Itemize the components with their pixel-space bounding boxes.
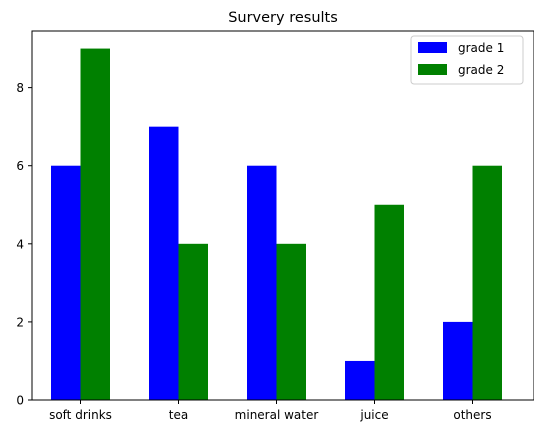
bar-grade-2-others <box>472 165 502 400</box>
x-tick-label-others: others <box>453 408 491 422</box>
x-tick-label-juice: juice <box>359 408 388 422</box>
x-tick-label-mineral-water: mineral water <box>235 408 319 422</box>
x-tick-label-soft-drinks: soft drinks <box>49 408 112 422</box>
x-tick-label-tea: tea <box>169 408 188 422</box>
chart-title: Survery results <box>228 10 338 26</box>
y-tick-label-2: 2 <box>16 315 24 329</box>
legend-swatch-grade-1 <box>418 42 447 53</box>
y-tick-label-4: 4 <box>16 237 24 251</box>
legend-label-grade-2: grade 2 <box>458 63 504 77</box>
bars-layer <box>51 48 502 401</box>
plot-frame <box>31 30 534 401</box>
bar-grade-1-tea <box>149 126 179 401</box>
legend: grade 1 grade 2 <box>410 35 524 85</box>
bar-grade-1-juice <box>345 360 375 400</box>
bar-grade-2-tea <box>178 243 208 400</box>
bar-grade-1-soft-drinks <box>51 165 81 400</box>
legend-swatch-grade-2 <box>418 64 447 75</box>
bar-grade-2-juice <box>374 204 404 400</box>
bar-grade-2-soft-drinks <box>80 48 110 400</box>
bar-grade-1-others <box>443 321 473 400</box>
y-tick-label-6: 6 <box>16 159 24 173</box>
x-axis: soft drinks tea mineral water juice others <box>49 400 492 422</box>
legend-label-grade-1: grade 1 <box>458 41 504 55</box>
y-axis: 0 2 4 6 8 <box>16 81 32 408</box>
bar-grade-2-mineral-water <box>276 243 306 400</box>
y-tick-label-0: 0 <box>16 394 24 408</box>
y-tick-label-8: 8 <box>16 81 24 95</box>
bar-grade-1-mineral-water <box>247 165 277 400</box>
